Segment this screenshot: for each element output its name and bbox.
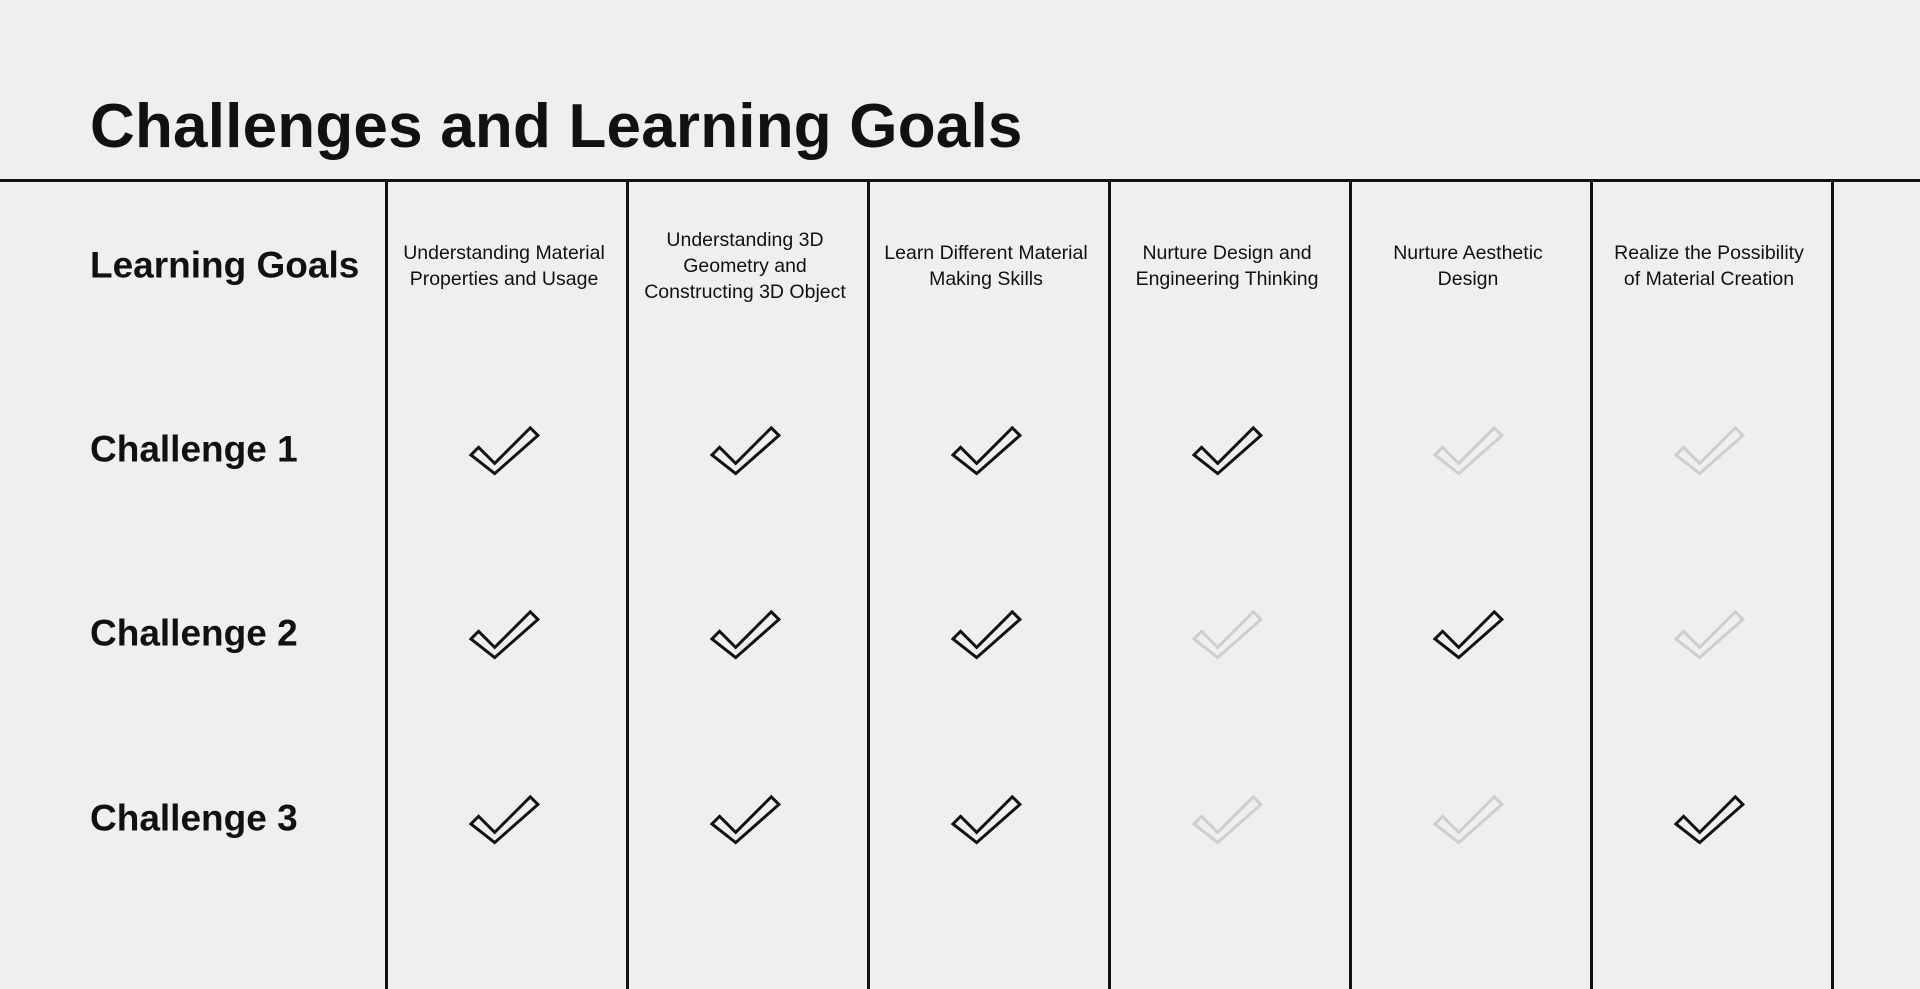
check-icon-inactive bbox=[1191, 794, 1264, 845]
goal-header-2: Understanding 3D Geometry and Constructi… bbox=[644, 229, 846, 303]
header-rule bbox=[0, 179, 1920, 182]
check-icon bbox=[1673, 794, 1746, 845]
column-divider-3 bbox=[867, 180, 870, 989]
column-divider-2 bbox=[626, 180, 629, 989]
goal-header-4: Nurture Design and Engineering Thinking bbox=[1135, 242, 1319, 290]
goal-header-1: Understanding Material Properties and Us… bbox=[403, 242, 605, 290]
column-divider-4 bbox=[1108, 180, 1111, 989]
check-icon bbox=[950, 794, 1023, 845]
check-icon-inactive bbox=[1432, 425, 1505, 476]
check-icon bbox=[1432, 609, 1505, 660]
challenge-label-2: Challenge 2 bbox=[90, 612, 298, 654]
check-icon bbox=[468, 425, 541, 476]
column-divider-1 bbox=[385, 180, 388, 989]
goal-header-6: Realize the Possibility of Material Crea… bbox=[1614, 242, 1804, 290]
check-icon bbox=[1191, 425, 1264, 476]
column-divider-7 bbox=[1831, 180, 1834, 989]
check-icon-inactive bbox=[1673, 425, 1746, 476]
check-icon-inactive bbox=[1432, 794, 1505, 845]
check-icon bbox=[709, 794, 782, 845]
goal-header-5: Nurture Aesthetic Design bbox=[1393, 242, 1543, 290]
check-icon bbox=[709, 609, 782, 660]
challenge-label-1: Challenge 1 bbox=[90, 428, 298, 470]
check-icon-inactive bbox=[1673, 609, 1746, 660]
check-icon bbox=[950, 425, 1023, 476]
check-icon bbox=[709, 425, 782, 476]
check-icon bbox=[950, 609, 1023, 660]
check-icon-inactive bbox=[1191, 609, 1264, 660]
column-divider-5 bbox=[1349, 180, 1352, 989]
column-divider-6 bbox=[1590, 180, 1593, 989]
check-icon bbox=[468, 794, 541, 845]
goal-header-3: Learn Different Material Making Skills bbox=[884, 242, 1088, 290]
learning-goals-label: Learning Goals bbox=[90, 244, 360, 286]
challenge-label-3: Challenge 3 bbox=[90, 797, 298, 839]
check-icon bbox=[468, 609, 541, 660]
page-title: Challenges and Learning Goals bbox=[90, 92, 1023, 161]
